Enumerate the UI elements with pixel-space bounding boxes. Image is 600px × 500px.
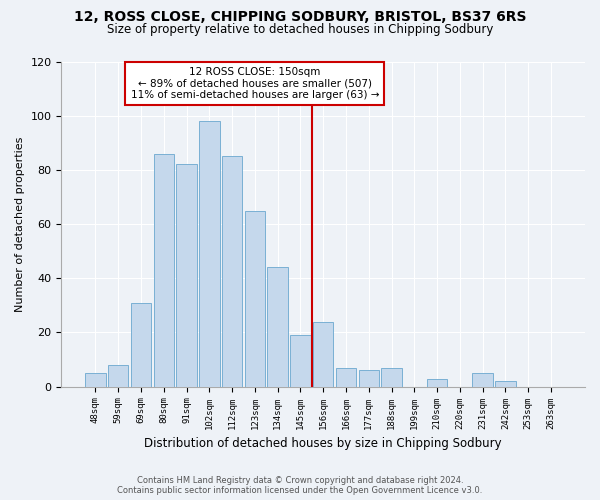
- Bar: [381, 368, 402, 386]
- Bar: [427, 378, 448, 386]
- Bar: [472, 373, 493, 386]
- Bar: [268, 268, 288, 386]
- Bar: [313, 322, 334, 386]
- Bar: [245, 210, 265, 386]
- Bar: [85, 373, 106, 386]
- Bar: [495, 382, 515, 386]
- Bar: [108, 365, 128, 386]
- Bar: [199, 121, 220, 386]
- Bar: [176, 164, 197, 386]
- Text: 12 ROSS CLOSE: 150sqm
← 89% of detached houses are smaller (507)
11% of semi-det: 12 ROSS CLOSE: 150sqm ← 89% of detached …: [131, 67, 379, 100]
- Text: 12, ROSS CLOSE, CHIPPING SODBURY, BRISTOL, BS37 6RS: 12, ROSS CLOSE, CHIPPING SODBURY, BRISTO…: [74, 10, 526, 24]
- Text: Size of property relative to detached houses in Chipping Sodbury: Size of property relative to detached ho…: [107, 22, 493, 36]
- X-axis label: Distribution of detached houses by size in Chipping Sodbury: Distribution of detached houses by size …: [145, 437, 502, 450]
- Bar: [222, 156, 242, 386]
- Bar: [290, 335, 311, 386]
- Bar: [359, 370, 379, 386]
- Y-axis label: Number of detached properties: Number of detached properties: [15, 136, 25, 312]
- Text: Contains HM Land Registry data © Crown copyright and database right 2024.
Contai: Contains HM Land Registry data © Crown c…: [118, 476, 482, 495]
- Bar: [336, 368, 356, 386]
- Bar: [131, 302, 151, 386]
- Bar: [154, 154, 174, 386]
